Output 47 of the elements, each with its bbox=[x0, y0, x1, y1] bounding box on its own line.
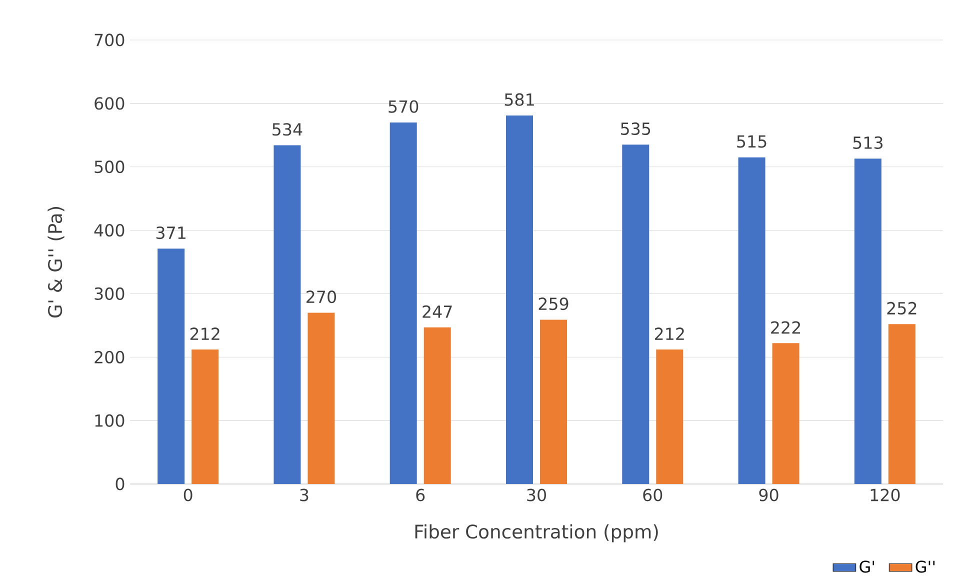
bar bbox=[854, 158, 882, 484]
x-tick-label: 0 bbox=[184, 488, 192, 502]
y-tick-label: 0 bbox=[116, 478, 124, 490]
bar bbox=[158, 248, 185, 484]
y-tick-label: 200 bbox=[94, 350, 124, 364]
y-tick-label: 700 bbox=[94, 34, 124, 46]
x-axis-title: Fiber Concentration (ppm) bbox=[415, 524, 658, 542]
x-tick-label: 3 bbox=[300, 488, 308, 502]
data-label: 513 bbox=[853, 136, 882, 149]
data-label: 371 bbox=[156, 226, 186, 240]
x-tick-label: 6 bbox=[416, 488, 425, 502]
bar bbox=[738, 157, 766, 484]
y-tick-label: 300 bbox=[94, 287, 124, 300]
legend-label: G'' bbox=[916, 560, 935, 573]
bar bbox=[772, 343, 800, 484]
x-tick-label: 60 bbox=[643, 488, 662, 502]
data-label: 212 bbox=[654, 328, 684, 340]
data-label: 534 bbox=[272, 123, 302, 136]
y-tick-label: 600 bbox=[94, 97, 124, 110]
bar bbox=[274, 145, 301, 484]
legend-label: G' bbox=[860, 560, 874, 573]
y-tick-label: 500 bbox=[94, 160, 124, 174]
data-label: 259 bbox=[538, 297, 568, 310]
bar bbox=[656, 350, 684, 484]
y-axis-title: G' & G'' (Pa) bbox=[48, 207, 64, 318]
data-label: 515 bbox=[737, 135, 766, 148]
data-label: 570 bbox=[388, 100, 418, 113]
data-label: 247 bbox=[422, 305, 452, 318]
bar bbox=[506, 115, 533, 484]
x-tick-label: 90 bbox=[759, 488, 778, 502]
y-tick-label: 100 bbox=[95, 414, 124, 427]
y-tick-label: 400 bbox=[94, 224, 124, 237]
x-tick-label: 30 bbox=[527, 488, 546, 502]
bar bbox=[192, 350, 219, 484]
data-label: 535 bbox=[621, 122, 650, 136]
data-label: 222 bbox=[771, 321, 800, 334]
data-label: 581 bbox=[504, 93, 534, 106]
bar bbox=[540, 320, 567, 484]
data-label: 212 bbox=[190, 328, 220, 340]
x-tick-label: 120 bbox=[870, 488, 900, 502]
bar bbox=[390, 122, 417, 484]
data-label: 270 bbox=[306, 290, 336, 304]
bar bbox=[888, 324, 916, 484]
bar bbox=[424, 327, 451, 484]
bar bbox=[622, 144, 650, 484]
data-label: 252 bbox=[887, 302, 916, 315]
bar bbox=[308, 312, 335, 484]
